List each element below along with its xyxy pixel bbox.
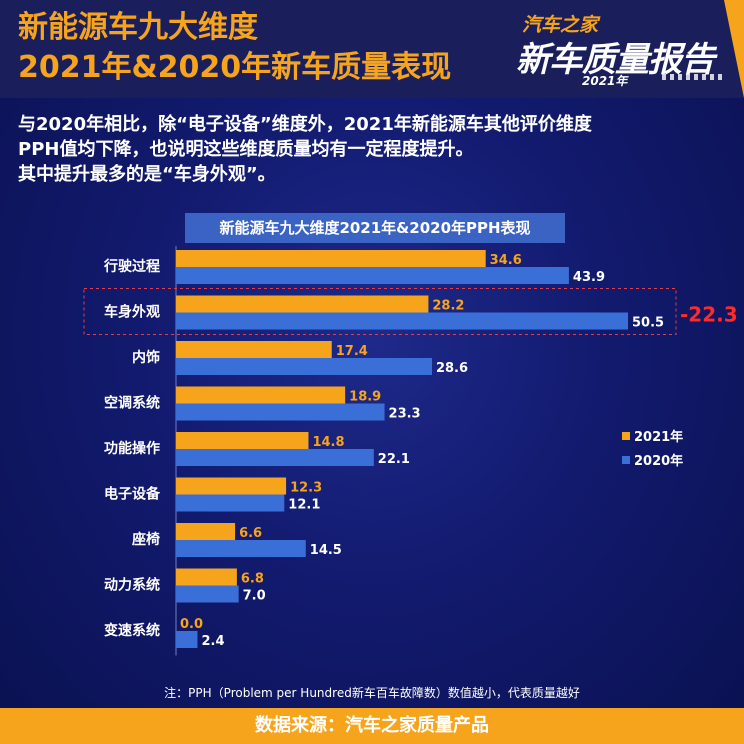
category-label: 车身外观 [104,304,160,321]
bar-2021 [176,341,332,358]
bar-2020 [176,267,569,284]
bar-2020 [176,494,285,512]
bar-2021 [176,250,486,267]
logo-year: 2021年 [582,74,628,88]
bar-2020 [176,585,239,603]
logo-brand: 汽车之家 [522,14,599,36]
data-label: 12.3 [290,481,322,496]
bar-2021 [176,386,346,404]
highlight-annotation: -22.3 [680,303,738,327]
data-label: 34.6 [490,253,522,268]
category-label: 电子设备 [104,486,161,503]
category-label: 行驶过程 [103,258,160,275]
page-title-line2: 2021年&2020年新车质量表现 [18,50,452,85]
bar-2021 [176,295,429,313]
data-label: 2.4 [201,634,224,649]
data-label: 14.8 [312,435,344,450]
bar-2020 [176,358,432,375]
data-label: 18.9 [349,390,381,405]
data-label: 7.0 [243,589,266,604]
category-label: 空调系统 [104,395,160,412]
page-title-line1: 新能源车九大维度 [18,10,258,45]
data-label: 0.0 [180,617,203,632]
description-line2: PPH值均下降，也说明这些维度质量均有一定程度提升。 [18,139,474,160]
data-label: 6.6 [239,526,262,541]
data-label: 14.5 [310,543,342,558]
bar-2020 [176,403,385,421]
logo-stripes [662,74,722,80]
bar-2020 [176,540,306,557]
data-label: 6.8 [241,572,264,587]
data-label: 43.9 [573,270,605,285]
bar-2020 [176,631,198,648]
bar-2020 [176,312,628,330]
legend-label: 2020年 [634,453,683,469]
description: 与2020年相比，除“电子设备”维度外，2021年新能源车其他评价维度 PPH值… [18,112,728,187]
data-label: 28.2 [432,299,464,314]
category-label: 功能操作 [104,440,160,457]
bar-2021 [176,432,309,449]
bar-2021 [176,568,237,586]
highlight-box [83,288,677,335]
description-line1: 与2020年相比，除“电子设备”维度外，2021年新能源车其他评价维度 [18,114,592,135]
logo-main: 新车质量报告 [516,40,715,80]
source-footer: 数据来源：汽车之家质量产品 [0,708,744,744]
data-label: 12.1 [288,498,320,513]
footnote: 注：PPH（Problem per Hundred新车百车故障数）数值越小，代表… [164,686,580,700]
chart-title: 新能源车九大维度2021年&2020年PPH表现 [185,213,565,243]
legend-swatch [622,432,630,440]
data-label: 23.3 [389,407,421,422]
category-label: 动力系统 [104,577,160,594]
bar-2021 [176,477,287,495]
report-logo: 汽车之家 新车质量报告 2021年 [512,8,726,90]
bar-2021 [176,523,236,540]
category-label: 座椅 [132,531,160,548]
description-line3: 其中提升最多的是“车身外观”。 [18,164,276,185]
category-label: 变速系统 [104,622,160,639]
legend-swatch [622,456,630,464]
bar-2020 [176,449,374,466]
legend-label: 2021年 [634,429,683,445]
data-label: 28.6 [436,361,468,376]
header-banner: 新能源车九大维度 2021年&2020年新车质量表现 汽车之家 新车质量报告 2… [0,0,744,98]
data-label: 22.1 [378,452,410,467]
data-label: 50.5 [632,316,664,331]
category-label: 内饰 [132,349,160,366]
data-label: 17.4 [336,344,368,359]
corner-accent [724,0,744,98]
